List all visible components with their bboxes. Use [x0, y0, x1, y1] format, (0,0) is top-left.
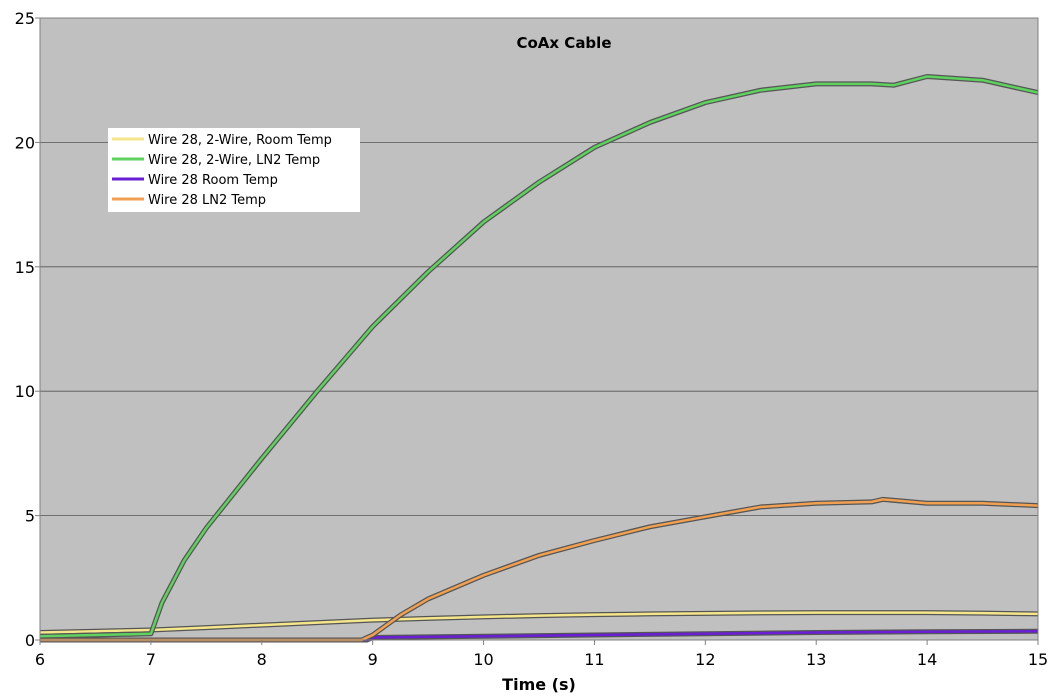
legend-label: Wire 28 Room Temp [148, 173, 278, 188]
x-axis-title: Time (s) [502, 675, 576, 694]
x-tick-label: 6 [35, 650, 45, 669]
x-tick-label: 10 [473, 650, 493, 669]
x-tick-label: 8 [257, 650, 267, 669]
legend-label: Wire 28, 2-Wire, LN2 Temp [148, 153, 320, 168]
series-line-wire-28-2-wire-ln2-temp [39, 75, 1039, 638]
x-tick-label: 12 [695, 650, 715, 669]
series-line-wire-28-ln2-temp [40, 498, 1039, 642]
x-tick-label: 11 [584, 650, 604, 669]
plot-area [40, 18, 1038, 640]
series-line-wire-28-2-wire-room-temp [39, 611, 1039, 634]
legend-box [108, 128, 360, 212]
legend-label: Wire 28, 2-Wire, Room Temp [148, 133, 332, 148]
axis-ticks: 0 5 10 15 20 25 6 7 8 9 10 11 12 13 14 15 [15, 9, 1049, 669]
x-tick-label: 13 [806, 650, 826, 669]
x-tick-label: 14 [917, 650, 937, 669]
series-layer [39, 74, 1039, 643]
y-tick-label: 10 [15, 382, 35, 401]
legend-label: Wire 28 LN2 Temp [148, 193, 266, 208]
y-tick-label: 0 [25, 631, 35, 650]
chart-title: CoAx Cable [516, 34, 611, 52]
x-tick-label: 15 [1028, 650, 1048, 669]
plot-frame [39, 17, 1039, 641]
y-tick-label: 5 [25, 507, 35, 526]
x-tick-label: 9 [368, 650, 378, 669]
y-tick-label: 25 [15, 9, 35, 28]
y-tick-label: 15 [15, 258, 35, 277]
x-tick-label: 7 [146, 650, 156, 669]
legend: Wire 28, 2-Wire, Room Temp Wire 28, 2-Wir… [108, 128, 360, 212]
y-tick-label: 20 [15, 133, 35, 152]
